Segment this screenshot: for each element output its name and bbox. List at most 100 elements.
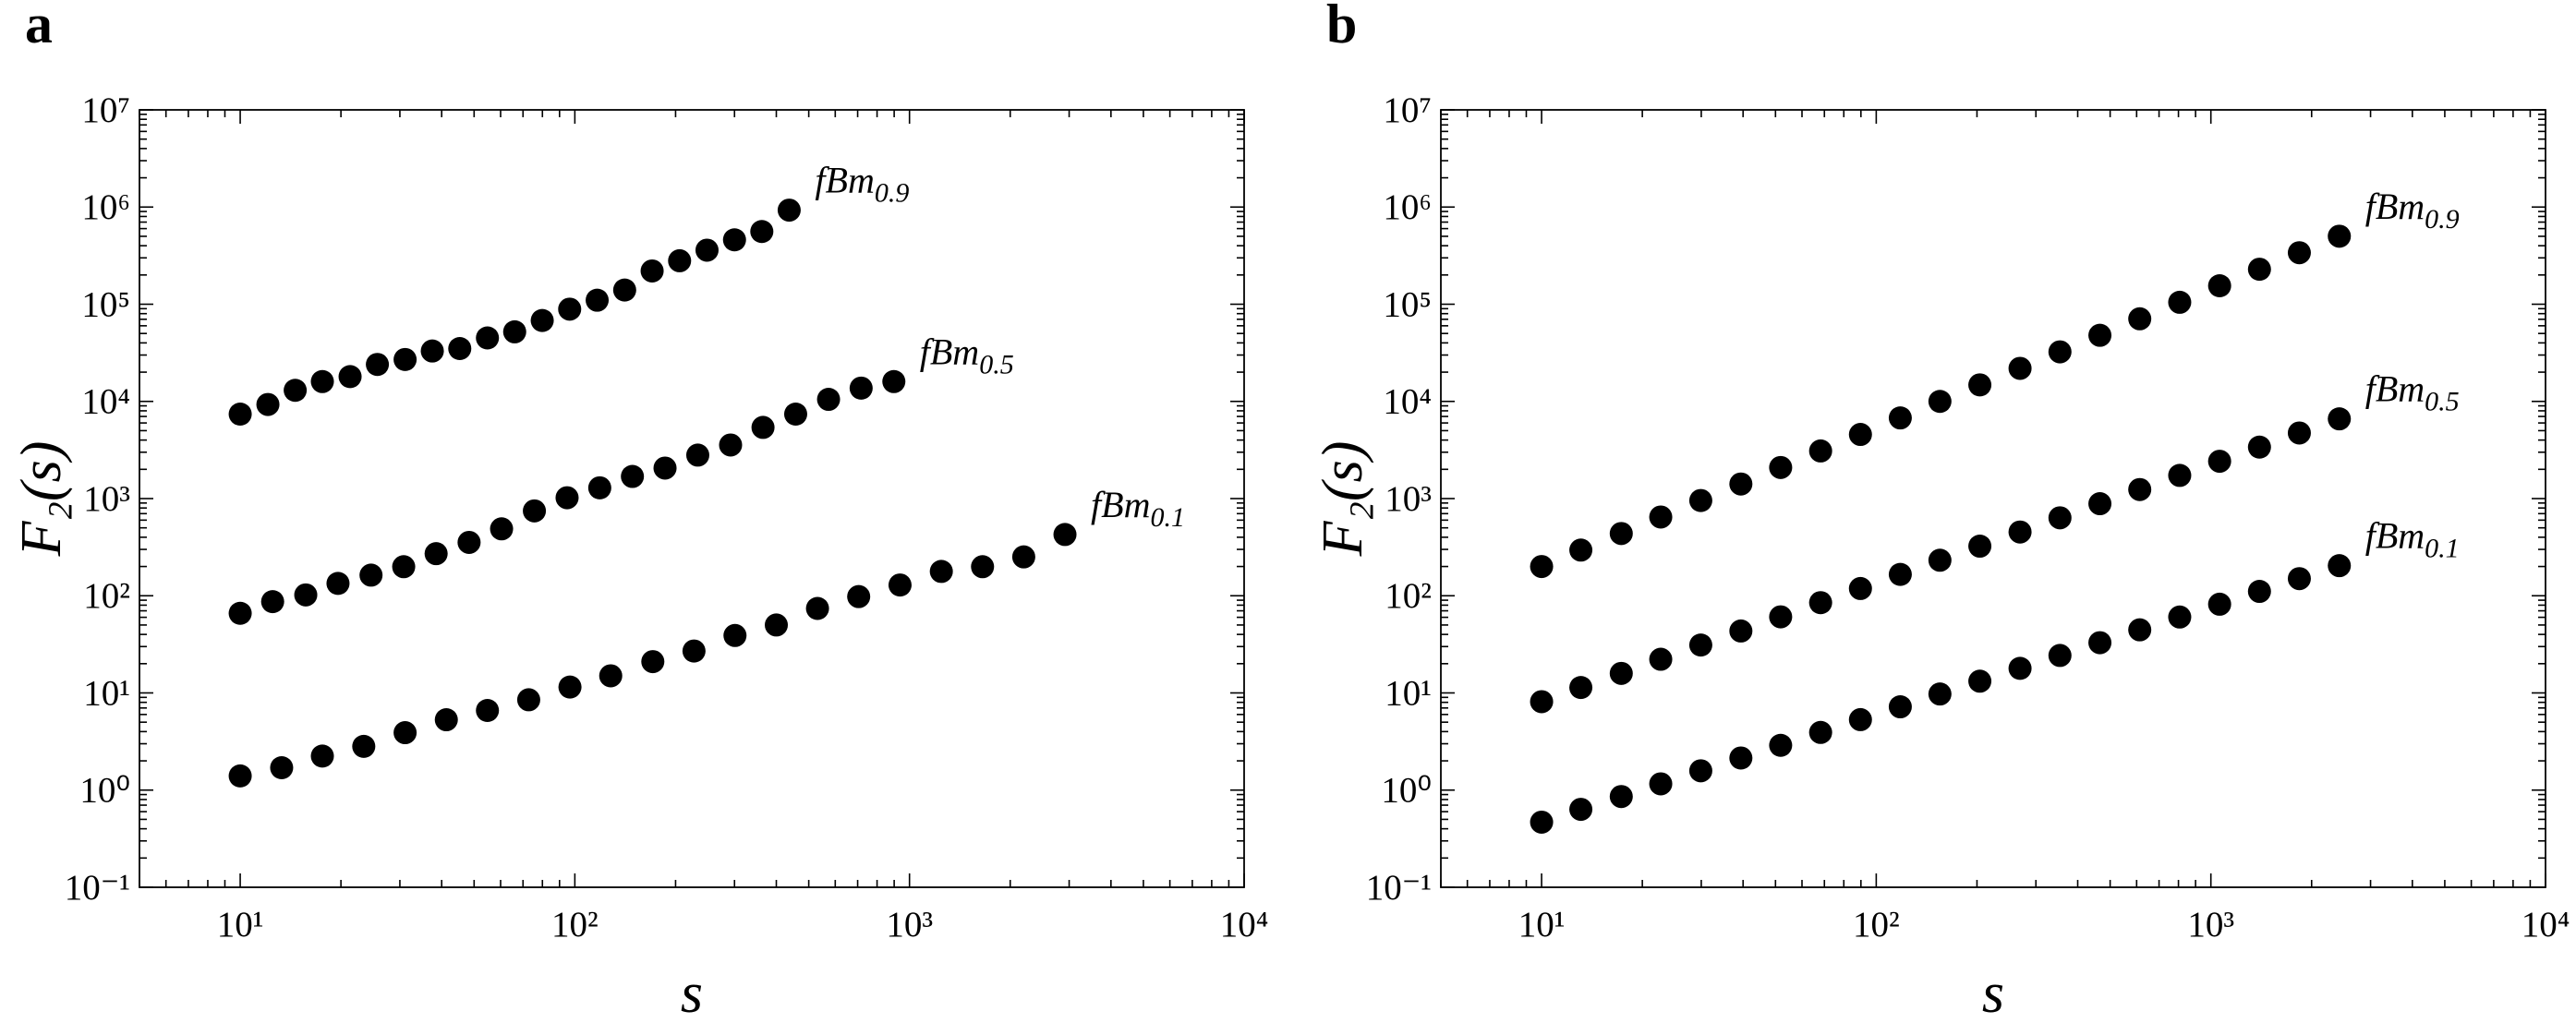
y-tick-label: 10⁰ [79,771,130,811]
data-point [448,336,472,360]
data-point [2088,631,2112,655]
data-point [777,199,801,223]
data-point [587,475,611,499]
data-point [1609,661,1633,685]
data-point [805,596,829,620]
data-point [2008,520,2032,544]
data-point [653,456,677,480]
data-point [599,664,623,688]
y-tick-label: 10⁻¹ [1366,868,1432,908]
data-point [1928,682,1952,706]
data-point [366,353,390,377]
data-point [2048,340,2072,364]
y-axis-title: F₂(s) [1312,441,1374,558]
y-tick-label: 10⁻¹ [65,868,130,908]
data-point [393,721,417,745]
data-point [2207,273,2231,297]
data-point [640,259,664,283]
data-point [816,388,841,412]
x-tick-label: 10³ [886,905,933,945]
data-point [2287,241,2311,265]
data-point [2207,450,2231,474]
plot-frame [139,109,1245,888]
data-point [929,560,953,584]
y-tick-label: 10¹ [83,673,130,713]
data-point [338,365,362,389]
data-point [523,499,547,523]
data-point [393,347,417,371]
y-tick-label: 10³ [83,479,130,519]
data-point [621,464,645,488]
series-label: fBm0.1 [2365,515,2460,564]
y-tick-label: 10³ [1385,479,1432,519]
data-point [1848,707,1872,731]
data-point [1729,472,1753,496]
data-point [1688,759,1712,783]
y-tick-label: 10⁶ [81,187,130,227]
data-point [2128,477,2152,501]
panel-label: a [25,0,53,54]
data-point [641,650,665,674]
series-label: fBm0.1 [1091,484,1185,533]
data-point [476,326,500,350]
data-point [1530,810,1554,834]
data-point [1649,647,1673,671]
y-tick-label: 10⁴ [81,382,130,422]
panel: b s F₂(s) 10¹ 10² 10³ 10⁴ 10⁻¹ 10⁰ 10¹ 10² 10³ 10⁴ 10… [1312,0,2570,1023]
series-label: fBm0.5 [920,331,1014,379]
y-tick-label: 10⁵ [1383,284,1432,324]
data-point [882,369,906,393]
data-point [1569,676,1593,700]
data-point [434,708,458,732]
data-point [1968,669,1992,693]
data-point [1530,555,1554,579]
data-point [1769,455,1793,479]
data-point [2088,323,2112,347]
data-point [476,698,500,722]
y-tick-label: 10⁴ [1383,382,1432,422]
y-tick-label: 10¹ [1385,673,1432,713]
x-axis-title: s [681,962,703,1023]
x-tick-label: 10² [1853,905,1900,945]
data-point [685,443,709,467]
data-point [668,248,692,272]
data-point [1053,523,1077,547]
data-point [2328,554,2352,578]
x-tick-label: 10⁴ [1220,905,1269,945]
data-point [270,755,294,779]
data-point [1808,591,1832,615]
data-point [555,486,579,510]
data-point [847,584,871,608]
data-point [612,278,636,302]
y-tick-label: 10⁷ [81,90,130,130]
data-point [1609,785,1633,809]
series-label: fBm0.9 [2365,186,2460,235]
data-point [1729,746,1753,770]
data-point [558,675,582,699]
data-point [284,379,308,403]
data-point [1609,522,1633,546]
data-point [682,639,706,663]
data-point [2088,492,2112,516]
data-point [516,688,540,712]
data-point [2328,224,2352,248]
data-point [256,392,280,416]
data-point [1888,406,1912,430]
data-point [971,555,995,579]
data-point [2048,506,2072,530]
data-point [1688,488,1712,512]
data-point [1569,538,1593,562]
x-tick-label: 10³ [2187,905,2234,945]
data-point [1888,562,1912,586]
data-point [2247,435,2271,459]
y-axis-title: F₂(s) [10,441,73,558]
x-tick-label: 10² [551,905,599,945]
data-point [750,220,774,244]
data-point [2287,567,2311,591]
data-point [1928,548,1952,572]
panel: a s F₂(s) 10¹ 10² 10³ 10⁴ 10⁻¹ 10⁰ 10¹ 10² 10³ 10⁴ 10… [10,0,1268,1023]
data-point [326,572,350,596]
y-tick-label: 10⁷ [1383,90,1432,130]
data-point [1968,373,1992,397]
data-point [2128,618,2152,642]
